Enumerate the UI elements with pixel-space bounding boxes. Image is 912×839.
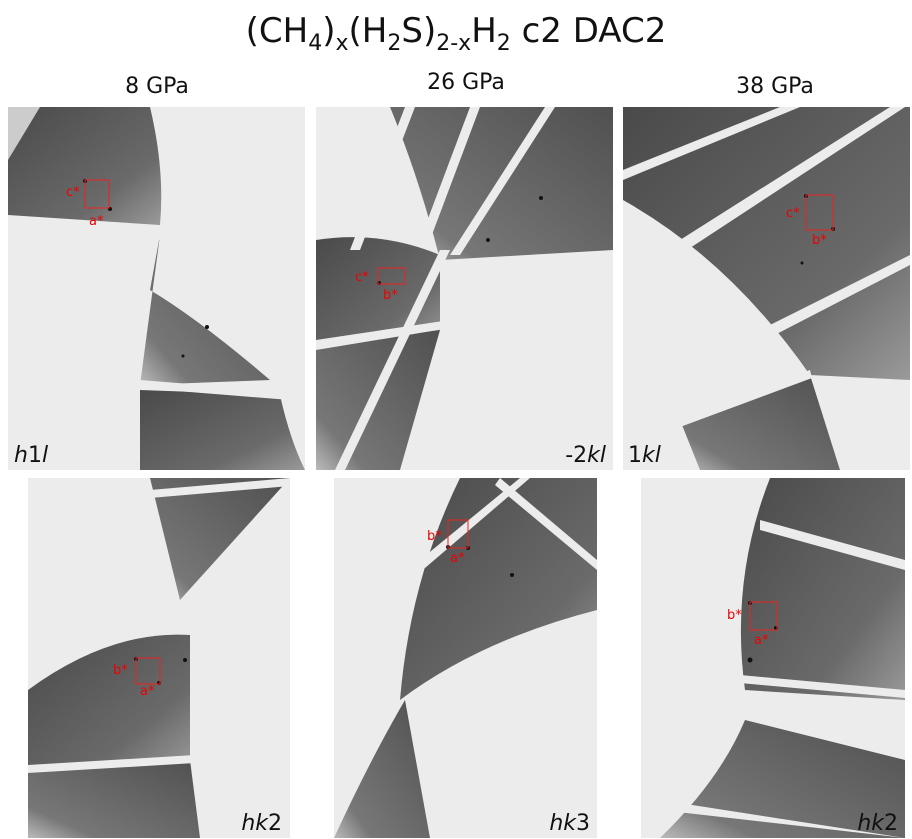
panel-label: 1kl — [628, 443, 661, 468]
text-part: 2 — [387, 31, 401, 56]
text-part: 4 — [308, 31, 322, 56]
text-part: 1 — [628, 443, 642, 468]
text-part: (H — [349, 11, 388, 51]
diffraction-panel — [316, 107, 613, 470]
text-part: ) — [322, 11, 335, 51]
diffraction-panel — [8, 107, 305, 470]
text-part: x — [336, 31, 349, 56]
text-part: l — [42, 443, 48, 468]
axis-label: a* — [89, 214, 104, 229]
axis-label: a* — [140, 684, 155, 699]
text-part: c2 DAC2 — [511, 11, 667, 51]
axis-label: b* — [113, 663, 128, 678]
axis-label: c* — [66, 185, 80, 200]
axis-label: b* — [727, 608, 742, 623]
column-label: 38 GPa — [736, 74, 814, 99]
text-part: 2 — [268, 811, 282, 836]
text-part: S) — [401, 11, 436, 51]
figure-title: (CH4)x(H2S)2-xH2 c2 DAC2 — [246, 11, 667, 56]
diffraction-panel — [623, 107, 910, 470]
text-part: 2 — [497, 31, 511, 56]
figure: (CH4)x(H2S)2-xH2 c2 DAC2 8 GPa 26 GPa 38… — [0, 0, 912, 839]
panel-label: hk2 — [857, 811, 898, 836]
text-part: (CH — [246, 11, 309, 51]
axis-label: c* — [786, 206, 800, 221]
diffraction-panel — [641, 478, 905, 838]
axis-label: a* — [450, 551, 465, 566]
text-part: kl — [587, 443, 606, 468]
text-part: 2-x — [436, 31, 471, 56]
diffraction-panel — [28, 478, 290, 838]
panel-label: hk2 — [241, 811, 282, 836]
axis-label: b* — [427, 529, 442, 544]
axis-label: a* — [754, 633, 769, 648]
text-part: 1 — [28, 443, 42, 468]
text-part: hk — [549, 811, 577, 836]
panel-label: -2kl — [565, 443, 606, 468]
text-part: hk — [857, 811, 885, 836]
axis-label: b* — [383, 288, 398, 303]
text-part: 3 — [576, 811, 590, 836]
panel-label: hk3 — [549, 811, 590, 836]
text-part: hk — [241, 811, 269, 836]
column-label: 8 GPa — [125, 74, 189, 99]
axis-label: b* — [812, 233, 827, 248]
text-part: H — [471, 11, 497, 51]
column-label: 26 GPa — [427, 70, 505, 95]
panel-label: h1l — [14, 443, 48, 468]
diffraction-panel — [334, 478, 597, 838]
text-part: kl — [642, 443, 661, 468]
text-part: 2 — [884, 811, 898, 836]
text-part: h — [14, 443, 28, 468]
text-part: -2 — [565, 443, 587, 468]
axis-label: c* — [355, 270, 369, 285]
